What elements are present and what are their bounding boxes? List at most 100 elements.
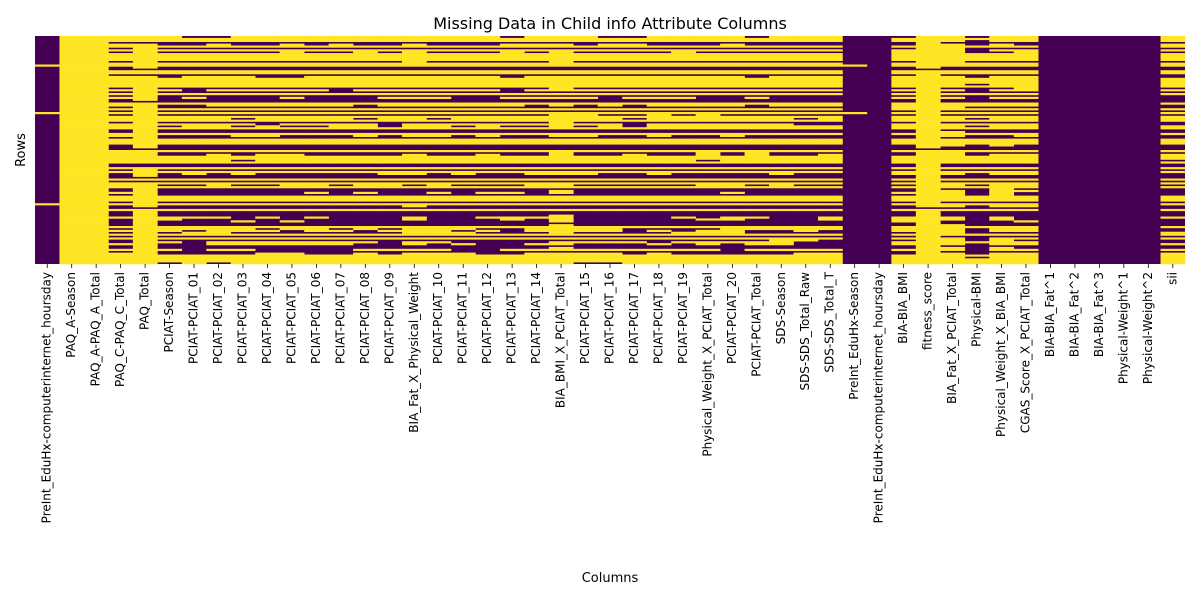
heatmap-cell-missing [940, 58, 966, 61]
heatmap-cell-missing [83, 123, 109, 126]
heatmap-cell-missing [83, 151, 109, 155]
heatmap-cell-missing [964, 45, 990, 48]
heatmap-cell-missing [548, 237, 574, 240]
heatmap-cell-missing [83, 182, 109, 185]
heatmap-cell-missing [695, 157, 721, 160]
heatmap-cell-missing [646, 248, 672, 251]
heatmap-cell-missing [989, 140, 1015, 143]
heatmap-cell-missing [426, 155, 452, 158]
heatmap-cell-missing [255, 155, 280, 158]
heatmap-cell-missing [181, 56, 207, 60]
heatmap-cell-missing [279, 62, 305, 65]
heatmap-cell-missing [573, 123, 599, 126]
heatmap-cell-missing [402, 37, 427, 41]
heatmap-cell-missing [206, 186, 232, 189]
heatmap-cell-missing [817, 58, 843, 61]
heatmap-cell-missing [108, 243, 134, 246]
heatmap-cell-missing [108, 37, 134, 41]
heatmap-cell-missing [377, 172, 403, 175]
heatmap-cell-missing [548, 39, 574, 42]
heatmap-cell-missing [132, 262, 158, 265]
heatmap-cell-missing [132, 250, 158, 253]
heatmap-cell-missing [157, 70, 183, 73]
heatmap-cell-missing [940, 224, 966, 227]
heatmap-cell-missing [132, 229, 158, 232]
heatmap-cell-missing [891, 203, 917, 206]
heatmap-cell-missing [83, 203, 109, 206]
heatmap-cell-missing [157, 170, 183, 174]
heatmap-cell-missing [132, 102, 158, 105]
heatmap-cell-missing [206, 64, 232, 67]
heatmap-cell-missing [499, 233, 525, 236]
heatmap-cell-missing [402, 178, 427, 181]
heatmap-cell-missing [83, 218, 109, 221]
heatmap-cell-missing [524, 132, 550, 136]
heatmap-cell-missing [83, 121, 109, 124]
heatmap-cell-missing [793, 85, 819, 88]
heatmap-cell-missing [940, 93, 966, 96]
heatmap-cell-missing [132, 174, 158, 177]
heatmap-cell-missing [353, 77, 378, 80]
heatmap-cell-missing [230, 203, 256, 206]
heatmap-cell-missing [915, 110, 941, 113]
heatmap-cell-missing [646, 117, 672, 120]
heatmap-cell-missing [426, 195, 452, 198]
heatmap-cell-missing [132, 212, 158, 215]
heatmap-cell-missing [450, 117, 476, 120]
heatmap-cell-missing [450, 182, 476, 185]
heatmap-cell-missing [255, 125, 280, 128]
heatmap-cell-missing [817, 117, 843, 120]
heatmap-cell-missing [475, 83, 501, 86]
heatmap-cell-missing [450, 142, 476, 145]
heatmap-cell-missing [132, 121, 158, 124]
heatmap-cell-missing [255, 260, 280, 263]
heatmap-cell-missing [279, 182, 305, 185]
heatmap-cell-missing [230, 64, 256, 67]
heatmap-cell-missing [720, 115, 745, 118]
heatmap-cell-missing [83, 131, 109, 134]
heatmap-cell-missing [255, 216, 280, 219]
heatmap-cell-missing [255, 72, 280, 75]
heatmap-cell-missing [744, 262, 770, 265]
heatmap-cell-missing [230, 226, 256, 229]
heatmap-cell-missing [402, 53, 427, 56]
heatmap-cell-missing [548, 172, 574, 175]
heatmap-cell-missing [720, 83, 745, 86]
heatmap-cell-missing [964, 170, 990, 174]
x-tick-label: PCIAT-PCIAT_16 [603, 272, 617, 364]
heatmap-cell-missing [402, 142, 427, 145]
heatmap-cell-missing [989, 49, 1015, 52]
heatmap-cell-missing [671, 72, 696, 75]
heatmap-cell-missing [83, 150, 109, 153]
heatmap-cell-missing [475, 37, 501, 41]
heatmap-cell-missing [450, 79, 476, 82]
heatmap-cell-missing [744, 108, 770, 111]
heatmap-cell-missing [157, 140, 183, 143]
heatmap-cell-missing [181, 155, 207, 158]
heatmap-cell-missing [402, 81, 427, 84]
heatmap-cell-missing [573, 195, 599, 198]
heatmap-cell-missing [108, 256, 134, 259]
heatmap-cell-missing [181, 125, 207, 128]
heatmap-cell-missing [720, 155, 745, 158]
heatmap-cell-missing [671, 104, 696, 107]
heatmap-cell-missing [450, 195, 476, 198]
heatmap-cell-missing [1013, 138, 1039, 141]
heatmap-cell-missing [132, 79, 158, 82]
heatmap-cell-missing [83, 172, 109, 175]
heatmap-cell-missing [695, 262, 721, 265]
heatmap-cell-missing [132, 218, 158, 221]
heatmap-cell-missing [450, 53, 476, 56]
heatmap-cell-missing [499, 55, 525, 58]
heatmap-cell-missing [940, 131, 966, 134]
heatmap-cell-missing [1013, 79, 1039, 82]
heatmap-cell-missing [671, 182, 696, 185]
heatmap-cell-missing [891, 81, 917, 84]
heatmap-cell-missing [646, 102, 672, 105]
heatmap-cell-missing [157, 115, 183, 118]
heatmap-cell-missing [573, 142, 599, 145]
heatmap-cell-missing [83, 241, 109, 244]
heatmap-cell-missing [891, 45, 917, 48]
heatmap-cell-missing [426, 89, 452, 92]
heatmap-cell-missing [108, 49, 134, 52]
